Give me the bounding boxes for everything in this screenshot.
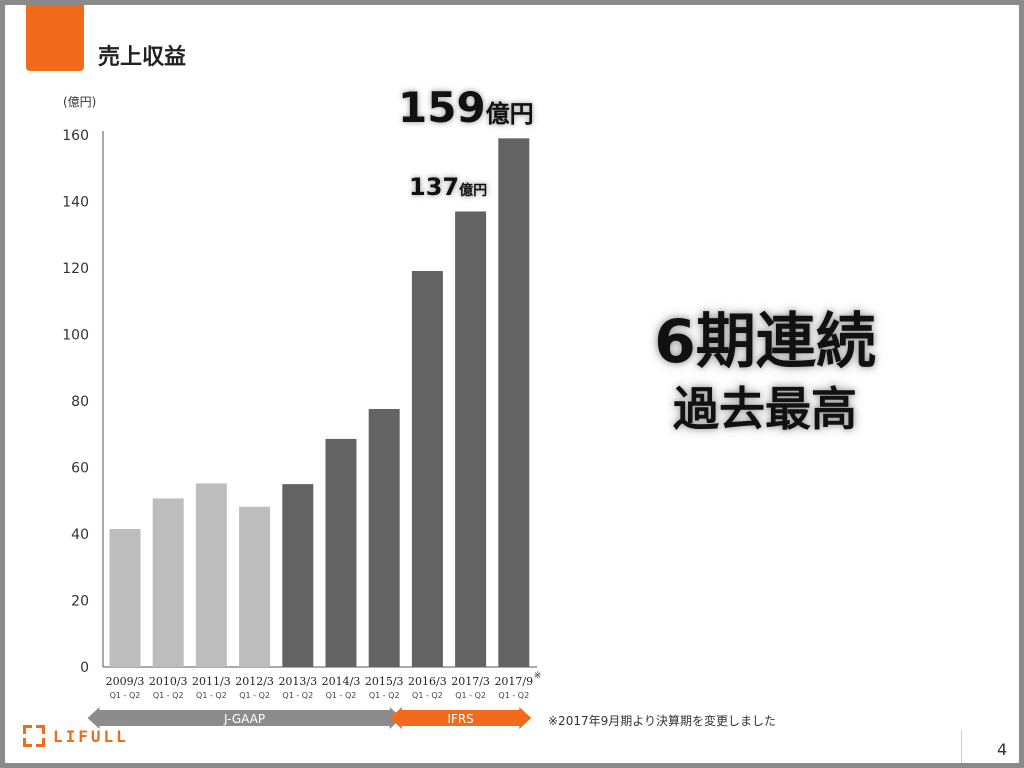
x-tick-sublabel: Q1 - Q2	[239, 691, 270, 700]
y-tick-label: 20	[71, 594, 89, 610]
footnote: ※2017年9月期より決算期を変更しました	[548, 714, 776, 728]
headline-line1: 6期連続	[654, 307, 876, 377]
y-unit-label: (億円)	[63, 95, 96, 109]
x-tick-label: 2013/3	[278, 675, 317, 688]
headline-line2: 過去最高	[673, 382, 857, 436]
logo-text: LIFULL	[53, 726, 129, 746]
x-tick-label: 2016/3	[408, 675, 447, 688]
revenue-chart: (億円) 0 20 40 60 80 100 120 140 160 2009/3 Q1 - Q2 20…	[62, 95, 542, 729]
y-tick-label: 0	[80, 660, 89, 676]
latest-value: 159	[398, 83, 486, 132]
prev-unit: 億円	[459, 183, 488, 199]
page-title: 売上収益	[98, 45, 187, 70]
x-tick-sublabel: Q1 - Q2	[282, 691, 313, 700]
x-tick-sublabel: Q1 - Q2	[369, 691, 400, 700]
bar	[239, 506, 271, 667]
bar	[282, 484, 314, 667]
y-tick-label: 60	[71, 461, 89, 477]
x-tick-label: 2009/3	[106, 675, 145, 688]
bar	[195, 483, 227, 667]
y-tick-label: 80	[71, 394, 89, 410]
logo-mark-icon	[22, 724, 46, 748]
y-tick-label: 160	[62, 128, 89, 144]
bar	[368, 408, 400, 667]
x-tick-label: 2011/3	[192, 675, 231, 688]
bar	[411, 270, 443, 667]
y-tick-label: 140	[62, 195, 89, 211]
prev-value-callout: 137億円	[409, 173, 487, 201]
bar	[152, 498, 184, 667]
bar	[455, 211, 487, 667]
slide: 売上収益 (億円) 0 20 40 60 80 100 120 140 160 2009/3 Q1 -…	[5, 5, 1019, 763]
page-divider	[961, 730, 962, 763]
jgaap-arrow	[87, 707, 402, 729]
x-tick-sublabel: Q1 - Q2	[412, 691, 443, 700]
bar	[498, 138, 530, 667]
page-number: 4	[997, 740, 1008, 759]
prev-value: 137	[409, 173, 460, 201]
x-tick-sublabel: Q1 - Q2	[196, 691, 227, 700]
x-tick-label: 2015/3	[365, 675, 404, 688]
x-tick-sublabel: Q1 - Q2	[455, 691, 486, 700]
x-tick-label: 2017/9	[494, 675, 533, 688]
jgaap-label: J-GAAP	[223, 712, 265, 726]
y-tick-label: 120	[62, 261, 89, 277]
x-tick-label: 2017/3	[451, 675, 490, 688]
y-tick-label: 100	[62, 328, 89, 344]
x-tick-sublabel: Q1 - Q2	[110, 691, 141, 700]
latest-value-callout: 159億円	[398, 83, 534, 132]
x-tick-label: 2010/3	[149, 675, 188, 688]
x-tick-label: 2012/3	[235, 675, 274, 688]
last-category-mark: ※	[534, 671, 542, 681]
x-tick-sublabel: Q1 - Q2	[498, 691, 529, 700]
accent-block	[26, 5, 84, 71]
latest-unit: 億円	[485, 100, 534, 128]
lifull-logo: LIFULL	[22, 724, 129, 748]
x-tick-sublabel: Q1 - Q2	[326, 691, 357, 700]
ifrs-arrow	[389, 707, 532, 729]
bar	[109, 529, 141, 667]
headline: 6期連続 過去最高	[615, 305, 915, 439]
x-tick-label: 2014/3	[322, 675, 361, 688]
ifrs-label: IFRS	[447, 712, 473, 726]
y-tick-label: 40	[71, 527, 89, 543]
x-tick-sublabel: Q1 - Q2	[153, 691, 184, 700]
bar	[325, 438, 357, 667]
